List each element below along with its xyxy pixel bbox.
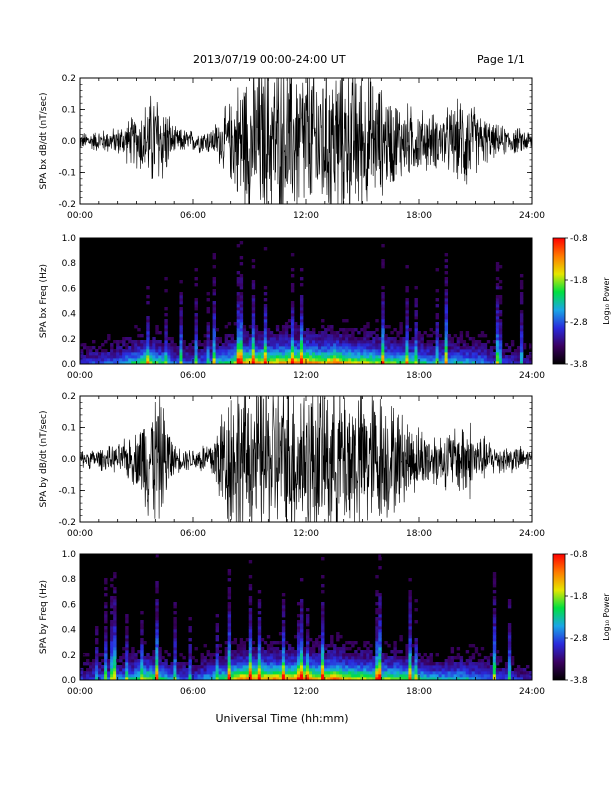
x-tick-label: 24:00	[519, 371, 545, 381]
colorbar-tick-label: -0.8	[570, 234, 588, 244]
waveform-trace	[80, 396, 532, 522]
colorbar	[552, 237, 566, 365]
x-tick-label: 06:00	[180, 529, 206, 539]
x-tick-label: 12:00	[293, 529, 319, 539]
y-tick-label: 0.4	[62, 626, 77, 636]
x-tick-label: 06:00	[180, 211, 206, 221]
x-tick-label: 06:00	[180, 687, 206, 697]
x-tick-label: 00:00	[67, 687, 93, 697]
y-tick-label: 0.6	[62, 284, 77, 294]
colorbar-tick-label: -1.8	[570, 276, 588, 286]
x-tick-label: 18:00	[406, 687, 432, 697]
y-axis-label: SPA by dB/dt (nT/sec)	[39, 411, 49, 508]
x-tick-label: 18:00	[406, 371, 432, 381]
y-tick-label: 0.0	[62, 676, 77, 686]
spectrogram-cells	[80, 554, 532, 680]
panel-2: -0.8 -1.8 -2.8 -3.8 Log₁₀ Power 00:00 06:00 12:…	[39, 234, 611, 381]
x-axis-label: Universal Time (hh:mm)	[216, 712, 349, 725]
y-tick-label: 0.8	[62, 575, 77, 585]
y-tick-label: 0.2	[62, 74, 76, 84]
y-tick-label: 0.1	[62, 106, 76, 116]
y-tick-label: 0.0	[62, 360, 77, 370]
y-tick-label: 0.6	[62, 600, 77, 610]
y-axis-label: SPA by Freq (Hz)	[39, 580, 49, 654]
x-tick-label: 24:00	[519, 211, 545, 221]
page-title: 2013/07/19 00:00-24:00 UT	[193, 53, 346, 66]
y-tick-label: 0.0	[62, 455, 77, 465]
x-tick-label: 18:00	[406, 211, 432, 221]
colorbar-tick-label: -3.8	[570, 360, 588, 370]
y-tick-label: 0.2	[62, 651, 76, 661]
panel-4: -0.8 -1.8 -2.8 -3.8 Log₁₀ Power 00:00 06:00 12:…	[39, 550, 611, 697]
x-tick-label: 12:00	[293, 371, 319, 381]
y-tick-label: 0.2	[62, 392, 76, 402]
y-tick-label: 0.4	[62, 310, 77, 320]
y-tick-label: 1.0	[62, 234, 77, 244]
colorbar	[552, 553, 566, 681]
y-tick-label: 0.1	[62, 424, 76, 434]
x-tick-label: 12:00	[293, 687, 319, 697]
colorbar-label: Log₁₀ Power	[602, 277, 611, 325]
y-tick-label: -0.2	[58, 518, 76, 528]
y-axis-label: SPA bx Freq (Hz)	[39, 264, 49, 338]
x-tick-label: 18:00	[406, 529, 432, 539]
x-tick-label: 12:00	[293, 211, 319, 221]
x-tick-label: 24:00	[519, 529, 545, 539]
y-tick-label: 1.0	[62, 550, 77, 560]
x-tick-label: 24:00	[519, 687, 545, 697]
y-tick-label: 0.8	[62, 259, 77, 269]
colorbar-tick-label: -1.8	[570, 592, 588, 602]
x-tick-label: 00:00	[67, 371, 93, 381]
x-tick-label: 00:00	[67, 529, 93, 539]
y-tick-label: 0.0	[62, 137, 77, 147]
spectrogram-cells	[80, 241, 532, 364]
colorbar-tick-label: -3.8	[570, 676, 588, 686]
page-number: Page 1/1	[477, 53, 525, 66]
y-tick-label: -0.1	[58, 169, 76, 179]
y-axis-label: SPA bx dB/dt (nT/sec)	[39, 93, 49, 190]
waveform-trace	[80, 78, 532, 204]
x-tick-label: 06:00	[180, 371, 206, 381]
colorbar-label: Log₁₀ Power	[602, 593, 611, 641]
colorbar-tick-label: -2.8	[570, 318, 588, 328]
y-tick-label: -0.1	[58, 487, 76, 497]
y-tick-label: -0.2	[58, 200, 76, 210]
y-tick-label: 0.2	[62, 335, 76, 345]
colorbar-tick-label: -2.8	[570, 634, 588, 644]
colorbar-tick-label: -0.8	[570, 550, 588, 560]
panel-3: 00:00 06:00 12:00 18:00 24:00 -0.2 -0.1 0.0 0.1 0…	[39, 392, 545, 539]
x-tick-label: 00:00	[67, 211, 93, 221]
panel-1: 00:00 06:00 12:00 18:00 24:00 -0.2 -0.1 0.0 0.1 0…	[39, 74, 545, 221]
